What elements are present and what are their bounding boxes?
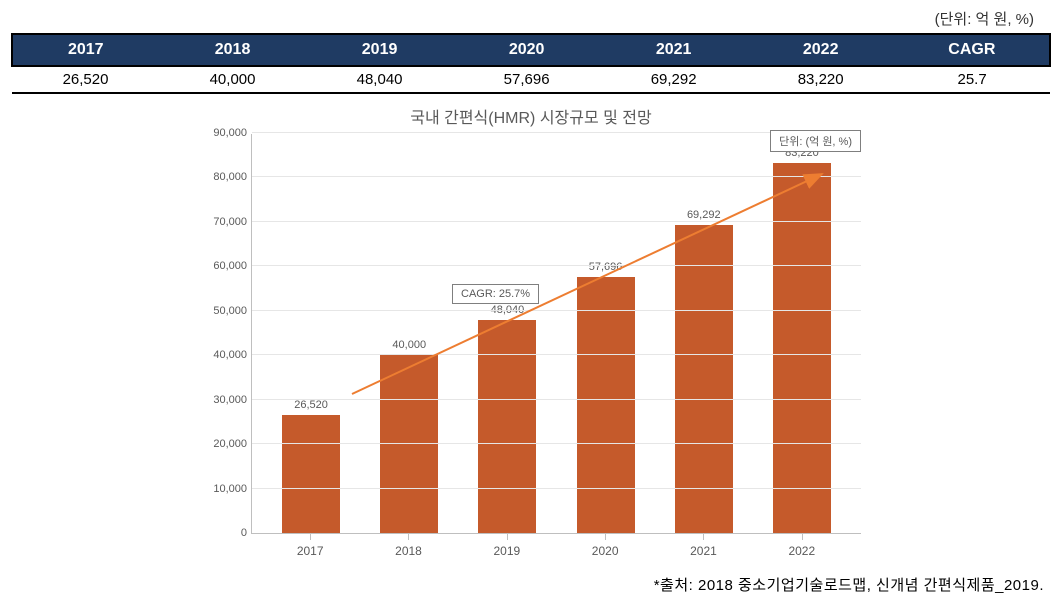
table-header-row: 201720182019202020212022CAGR: [12, 34, 1050, 66]
y-tick-label: 10,000: [197, 483, 247, 495]
data-table: 201720182019202020212022CAGR 26,52040,00…: [11, 33, 1051, 94]
bar-slot: 69,292: [655, 134, 753, 533]
bar-value-label: 26,520: [294, 399, 328, 411]
table-cell: 25.7: [894, 66, 1050, 93]
table-cell: 26,520: [12, 66, 159, 93]
table-cell: 40,000: [159, 66, 306, 93]
table-cell: 57,696: [453, 66, 600, 93]
bar: [773, 163, 831, 533]
cagr-annotation: CAGR: 25.7%: [452, 284, 539, 304]
y-tick-label: 70,000: [197, 216, 247, 228]
x-tick-label: 2017: [261, 534, 359, 558]
chart-unit-box: 단위: (억 원, %): [770, 130, 861, 152]
bar: [282, 415, 340, 533]
bar-slot: 83,220: [753, 134, 851, 533]
bar-slot: 26,520: [262, 134, 360, 533]
table-header-cell: 2019: [306, 34, 453, 66]
chart-title: 국내 간편식(HMR) 시장규모 및 전망: [191, 104, 871, 128]
table-header-cell: CAGR: [894, 34, 1050, 66]
bars-group: 26,520 40,000 48,040 57,696 69,292 83,220: [252, 134, 861, 533]
chart-container: 국내 간편식(HMR) 시장규모 및 전망 단위: (억 원, %) CAGR:…: [191, 104, 871, 558]
y-tick-label: 20,000: [197, 438, 247, 450]
gridline: [252, 354, 861, 355]
y-tick-label: 0: [197, 527, 247, 539]
bar: [577, 277, 635, 533]
source-citation: *출처: 2018 중소기업기술로드맵, 신개념 간편식제품_2019.: [8, 574, 1054, 595]
table-header-cell: 2021: [600, 34, 747, 66]
bar-value-label: 40,000: [392, 339, 426, 351]
y-tick-label: 60,000: [197, 260, 247, 272]
y-tick-label: 90,000: [197, 127, 247, 139]
gridline: [252, 265, 861, 266]
table-row: 26,52040,00048,04057,69669,29283,22025.7: [12, 66, 1050, 93]
table-header-cell: 2022: [747, 34, 894, 66]
x-tick-label: 2022: [753, 534, 851, 558]
gridline: [252, 221, 861, 222]
gridline: [252, 310, 861, 311]
bar: [478, 320, 536, 534]
bar-value-label: 57,696: [589, 261, 623, 273]
bar-value-label: 69,292: [687, 209, 721, 221]
table-cell: 48,040: [306, 66, 453, 93]
unit-caption-top: (단위: 억 원, %): [8, 8, 1054, 29]
y-tick-label: 50,000: [197, 305, 247, 317]
bar-slot: 48,040: [458, 134, 556, 533]
gridline: [252, 443, 861, 444]
y-tick-label: 30,000: [197, 394, 247, 406]
y-tick-label: 80,000: [197, 171, 247, 183]
plot-area: CAGR: 25.7% 26,520 40,000 48,040 57,696 69,2…: [251, 134, 861, 534]
x-tick-label: 2019: [458, 534, 556, 558]
table-header-cell: 2020: [453, 34, 600, 66]
x-axis: 201720182019202020212022: [251, 534, 861, 558]
gridline: [252, 176, 861, 177]
table-header-cell: 2018: [159, 34, 306, 66]
bar-slot: 57,696: [557, 134, 655, 533]
x-tick-label: 2018: [359, 534, 457, 558]
gridline: [252, 399, 861, 400]
table-cell: 69,292: [600, 66, 747, 93]
x-tick-label: 2021: [654, 534, 752, 558]
gridline: [252, 488, 861, 489]
x-tick-label: 2020: [556, 534, 654, 558]
y-tick-label: 40,000: [197, 349, 247, 361]
table-header-cell: 2017: [12, 34, 159, 66]
bar-slot: 40,000: [360, 134, 458, 533]
table-cell: 83,220: [747, 66, 894, 93]
